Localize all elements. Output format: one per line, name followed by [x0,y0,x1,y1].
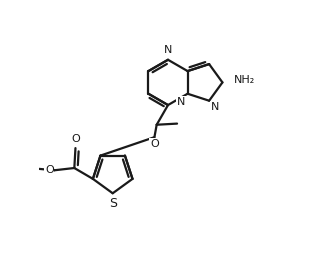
Text: O: O [150,139,159,149]
Text: O: O [72,134,80,145]
Text: S: S [109,197,117,210]
Text: N: N [210,102,219,112]
Text: N: N [164,45,172,55]
Text: N: N [177,97,185,107]
Text: NH₂: NH₂ [234,75,255,85]
Text: O: O [45,165,54,175]
